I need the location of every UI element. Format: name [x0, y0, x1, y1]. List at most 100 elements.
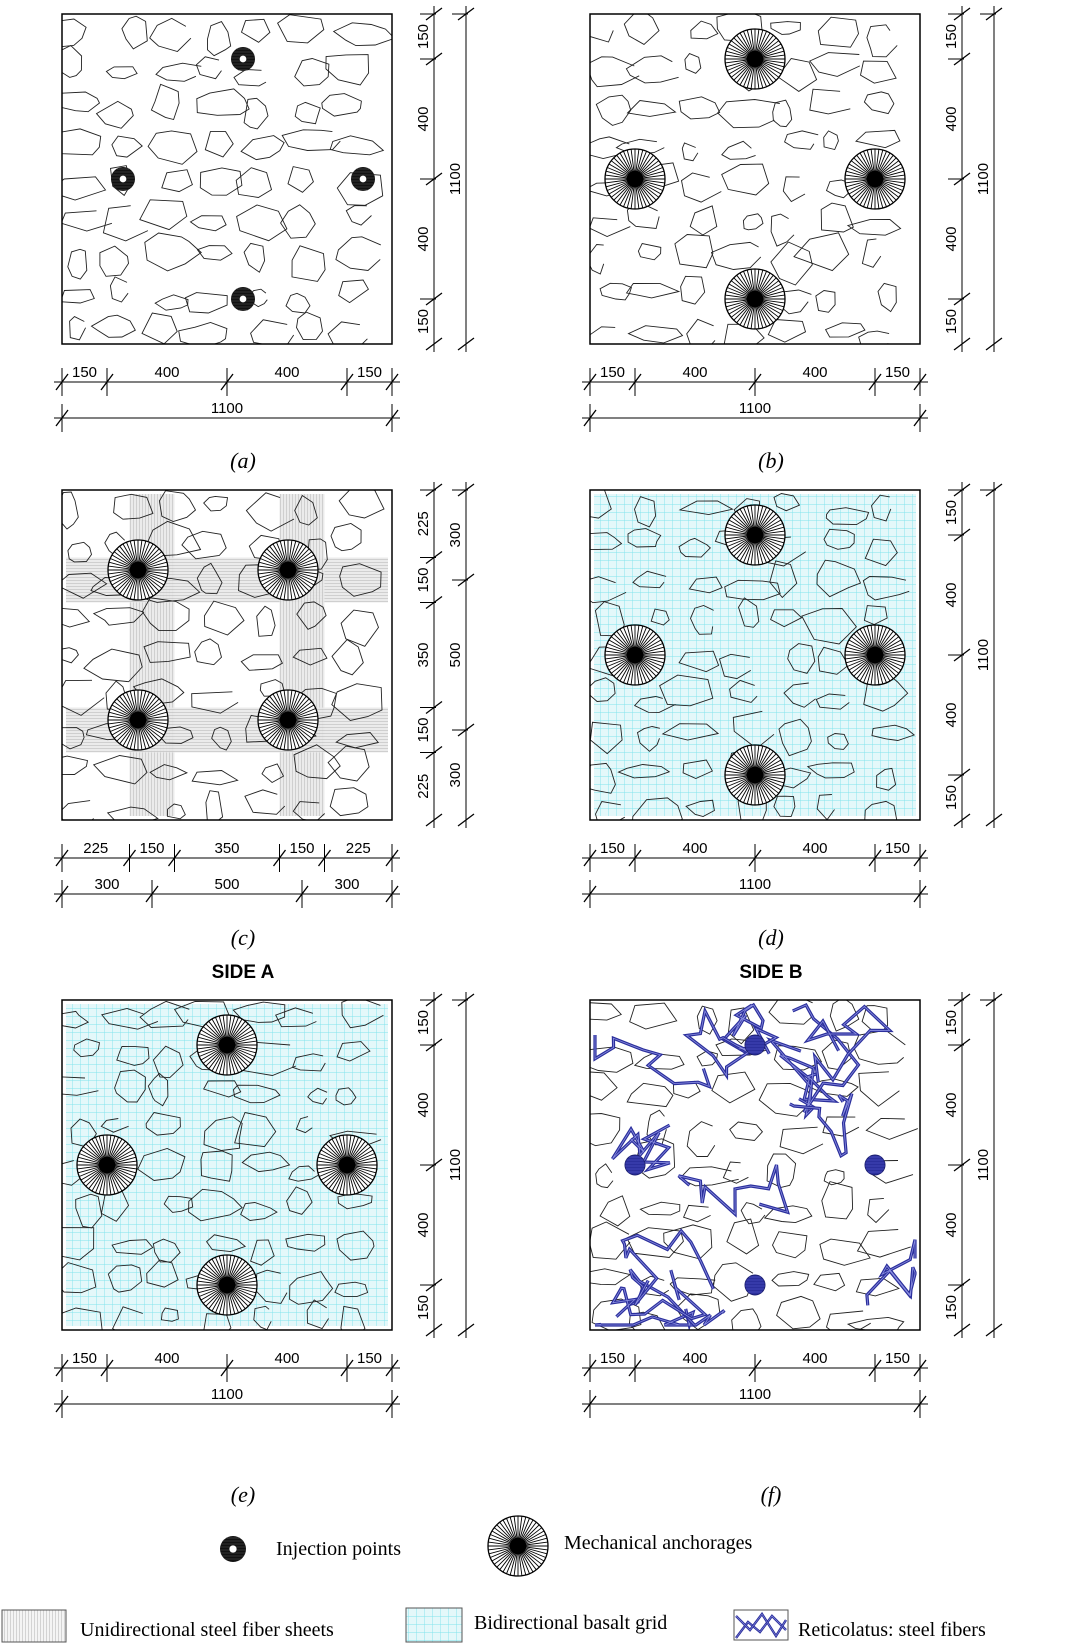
stone	[321, 93, 362, 117]
stone	[334, 1281, 369, 1298]
mechanical-anchorage	[724, 268, 786, 330]
stone	[690, 20, 719, 40]
stone	[62, 679, 105, 716]
stone	[340, 609, 380, 647]
bottom-total: 1100	[54, 400, 400, 432]
stone	[73, 1038, 101, 1058]
panel-b: 150 400 400 150 1100 150 400 400 150 1100	[582, 6, 1003, 432]
stone	[771, 1271, 810, 1287]
mechanical-anchorage	[257, 689, 319, 751]
stone	[866, 24, 898, 58]
mechanical-anchorage	[107, 539, 169, 601]
dim-label: 150	[943, 1295, 960, 1320]
stone	[590, 1221, 631, 1260]
stone	[325, 54, 370, 86]
dim-label: 400	[415, 1092, 432, 1117]
dim-label: 150	[415, 24, 432, 49]
stone	[330, 523, 362, 552]
stone	[109, 276, 129, 303]
stone	[292, 1053, 326, 1072]
dim-label: 150	[600, 364, 625, 381]
right-dimensions-2: 300 500 300	[447, 482, 475, 828]
dim-label: 400	[682, 1350, 707, 1367]
stone	[590, 1071, 618, 1101]
stone	[205, 1234, 247, 1253]
stone	[738, 597, 760, 628]
right-dimensions: 150 400 400 150	[415, 6, 443, 352]
injection-point	[231, 47, 255, 71]
stone	[855, 129, 901, 149]
stone	[99, 245, 129, 277]
stone	[590, 1268, 632, 1286]
stone	[590, 56, 640, 88]
stone	[871, 724, 916, 741]
stone	[191, 691, 239, 714]
dim-label: 1100	[975, 163, 992, 195]
stone	[92, 755, 148, 785]
stone	[336, 1230, 375, 1261]
stone	[256, 605, 276, 637]
dim-label: 1100	[739, 876, 771, 893]
mechanical-anchorage	[844, 148, 906, 210]
stone	[862, 576, 910, 601]
stone	[776, 1295, 821, 1330]
caption-b: (b)	[758, 448, 784, 473]
stone	[825, 507, 870, 526]
stone	[296, 601, 327, 630]
stone	[291, 245, 326, 282]
stone	[62, 727, 85, 750]
aggregate-stones	[62, 1000, 384, 1330]
reticolatus-icon	[733, 1609, 789, 1641]
mechanical-anchorage	[724, 504, 786, 566]
mechanical-anchorage	[487, 1515, 549, 1577]
stone	[681, 172, 722, 203]
right-total: 1100	[975, 992, 1003, 1338]
dim-label: 150	[885, 840, 910, 857]
dim-label: 1100	[447, 1149, 464, 1181]
stone	[211, 726, 232, 751]
dim-label: 400	[274, 364, 299, 381]
stone	[335, 236, 381, 271]
mechanical-anchorage	[316, 1134, 378, 1196]
panel-border	[61, 13, 393, 345]
dim-label: 400	[415, 106, 432, 131]
steel-fiber-sheet-swatch	[1, 1609, 67, 1643]
dim-label: 350	[415, 642, 432, 667]
dim-label: 150	[943, 309, 960, 334]
stone	[199, 167, 243, 196]
mechanical-anchorage	[196, 1014, 258, 1076]
injection-point	[351, 167, 375, 191]
stone	[816, 794, 835, 820]
stone	[203, 600, 245, 636]
stone	[769, 560, 798, 599]
stone	[106, 806, 159, 820]
stone	[846, 219, 902, 236]
stone	[113, 493, 154, 520]
stone	[864, 538, 898, 567]
dim-label: 150	[357, 364, 382, 381]
stone	[289, 1271, 334, 1305]
stone	[286, 1186, 313, 1215]
stone	[329, 787, 369, 817]
stone	[615, 138, 665, 155]
stone	[107, 1264, 143, 1293]
stone	[809, 52, 860, 77]
dim-label: 150	[289, 840, 314, 857]
stone	[67, 248, 88, 280]
panel-border	[61, 999, 393, 1331]
stone	[240, 135, 285, 161]
side-b-label: SIDE B	[739, 962, 802, 983]
stone	[815, 693, 850, 710]
dim-label: 400	[154, 1350, 179, 1367]
dim-label: 150	[357, 1350, 382, 1367]
stone	[335, 1087, 357, 1106]
stone	[771, 1231, 808, 1259]
caption-e: (e)	[231, 1482, 255, 1507]
stone	[876, 767, 897, 791]
stone	[62, 647, 79, 664]
stone	[773, 493, 801, 512]
stone	[629, 1002, 678, 1030]
stone	[235, 167, 273, 198]
injection-point	[864, 1154, 886, 1176]
side-a-label: SIDE A	[212, 962, 275, 983]
